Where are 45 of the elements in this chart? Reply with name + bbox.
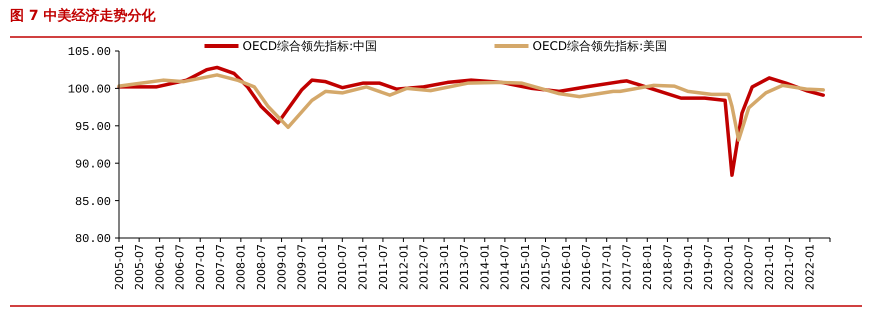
x-tick-label: 2020-07 [742, 244, 756, 290]
x-tick-label: 2017-01 [600, 244, 614, 290]
x-tick-label: 2005-07 [132, 244, 146, 290]
x-tick-label: 2010-01 [316, 244, 330, 290]
x-tick-label: 2019-01 [682, 244, 695, 290]
y-tick-label: 90.00 [74, 157, 111, 172]
x-tick-label: 2019-07 [702, 244, 715, 290]
x-tick-label: 2006-01 [153, 244, 166, 290]
x-tick-label: 2015-07 [539, 244, 552, 290]
x-tick-label: 2008-07 [254, 244, 268, 290]
x-tick-label: 2008-01 [234, 244, 248, 290]
chart-title: 图 7 中美经济走势分化 [10, 7, 156, 24]
x-tick-label: 2013-01 [438, 244, 451, 290]
y-tick-label: 105.00 [68, 45, 111, 60]
x-tick-label: 2009-01 [275, 244, 288, 290]
y-tick-label: 95.00 [74, 120, 111, 134]
y-tick-label: 100.00 [68, 82, 111, 97]
x-tick-label: 2018-01 [641, 244, 654, 290]
x-tick-label: 2021-01 [763, 244, 776, 290]
x-tick-label: 2013-07 [458, 244, 472, 290]
x-tick-label: 2005-01 [112, 244, 126, 290]
x-tick-label: 2014-01 [478, 244, 492, 290]
x-tick-label: 2016-01 [560, 244, 573, 290]
x-tick-label: 2012-07 [418, 244, 430, 290]
x-tick-label: 2007-07 [214, 244, 228, 290]
x-tick-label: 2010-07 [336, 244, 350, 290]
x-tick-label: 2011-07 [376, 244, 390, 290]
x-tick-label: 2006-07 [174, 244, 187, 290]
x-tick-label: 2022-01 [804, 244, 817, 290]
y-tick-label: 80.00 [74, 232, 111, 246]
x-tick-label: 2011-01 [356, 244, 370, 290]
y-tick-label: 85.00 [74, 194, 111, 209]
x-tick-label: 2014-07 [498, 244, 512, 290]
x-tick-label: 2017-07 [620, 244, 634, 290]
legend-label: OECD综合领先指标:中国 [242, 39, 378, 54]
x-tick-label: 2020-01 [722, 244, 736, 290]
x-tick-label: 2012-01 [397, 244, 410, 290]
x-tick-label: 2021-07 [783, 244, 796, 290]
line-series [117, 73, 825, 142]
x-tick-label: 2007-01 [194, 244, 208, 290]
x-tick-label: 2018-07 [661, 244, 674, 290]
x-tick-label: 2015-01 [519, 244, 532, 290]
x-tick-label: 2016-07 [580, 244, 594, 290]
legend-label: OECD综合领先指标:美国 [532, 39, 668, 54]
x-tick-label: 2009-07 [296, 244, 309, 290]
